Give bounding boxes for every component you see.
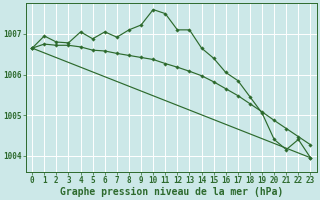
- X-axis label: Graphe pression niveau de la mer (hPa): Graphe pression niveau de la mer (hPa): [60, 186, 283, 197]
